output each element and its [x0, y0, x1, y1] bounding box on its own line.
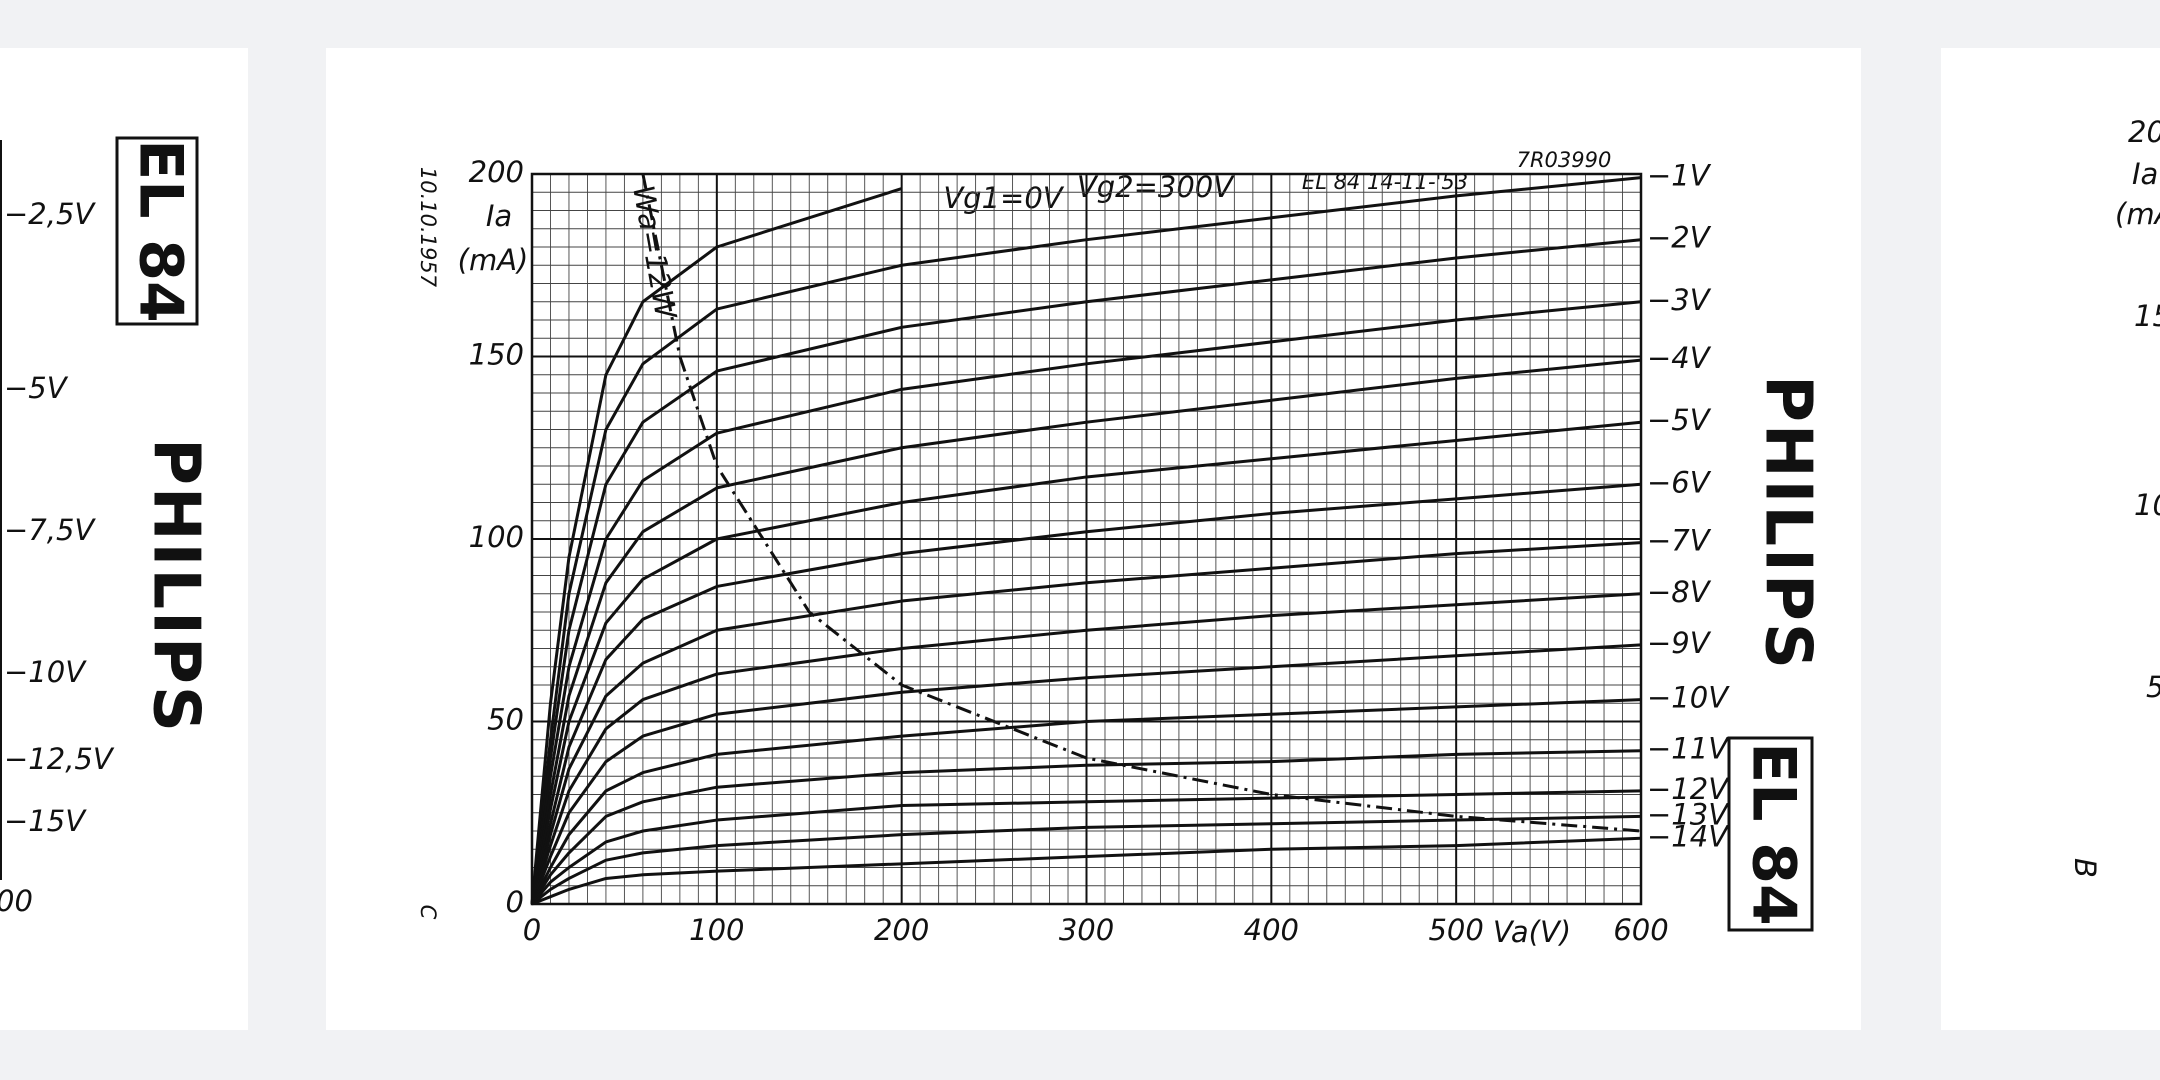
brand: PHILIPS: [1750, 375, 1824, 671]
curve: [530, 358, 1642, 905]
x-tick-label: 0: [523, 913, 541, 947]
right-label: B: [2068, 858, 2102, 878]
x-tick-label: 300: [1059, 913, 1114, 947]
curve: [531, 814, 1642, 906]
curve-label: −7V: [1647, 524, 1712, 558]
curve: [530, 238, 1642, 905]
left-scale-label: −15V: [4, 804, 87, 838]
curve: [530, 541, 1642, 905]
plot-frame: [530, 172, 1643, 906]
y-tick-label: 0: [506, 885, 524, 919]
curve-label: −11V: [1647, 732, 1730, 766]
curve-label: −12V: [1647, 772, 1730, 806]
curve-label: −14V: [1647, 819, 1730, 853]
curve: [530, 749, 1642, 905]
y-axis-label: Ia: [486, 199, 512, 233]
curve: [530, 176, 1642, 905]
y-tick-label: 50: [487, 703, 524, 737]
x-tick-label: 600: [1613, 913, 1668, 947]
annotation: Vg2=300V: [1077, 170, 1235, 204]
right-page: [1941, 48, 2160, 1030]
tube-box: [1727, 736, 1814, 932]
curve-label: −4V: [1647, 341, 1712, 375]
left-page: [0, 48, 248, 1030]
left-scale-label: −2,5V: [4, 197, 96, 231]
curve: [530, 789, 1642, 905]
y-tick-label: 100: [469, 520, 524, 554]
curve: [530, 187, 903, 905]
tube-label: EL 84: [1738, 742, 1808, 926]
curve: [530, 300, 1642, 905]
page-mark: C: [416, 905, 440, 920]
curve-label: −5V: [1647, 403, 1712, 437]
right-label: Ia: [2132, 157, 2158, 191]
curve: [530, 482, 1642, 905]
right-label: 10: [2134, 488, 2160, 522]
curve-label: −1V: [1647, 159, 1712, 193]
curve: [530, 643, 1642, 905]
left-scale-label: −7,5V: [4, 513, 96, 547]
curve: [641, 173, 1642, 833]
left-scale-label: −10V: [4, 655, 87, 689]
x-tick-label: 200: [874, 913, 929, 947]
x-tick-label: 500: [1428, 913, 1483, 947]
annotation: Vg1=0V: [943, 181, 1064, 215]
curve-label: −6V: [1647, 465, 1712, 499]
y-tick-label: 150: [469, 338, 524, 372]
y-tick-label: 200: [469, 155, 524, 189]
x-tick-label: 100: [689, 913, 744, 947]
date-stamp: 10.10.1957: [416, 167, 440, 288]
left-scale-label: −12,5V: [4, 742, 115, 776]
tube-label: EL 84: [125, 139, 195, 323]
x-axis-label: Va(V): [1493, 915, 1571, 949]
tube-box: [115, 136, 199, 326]
curve: [530, 592, 1642, 905]
brand: PHILIPS: [138, 438, 212, 734]
curve-label: −9V: [1647, 626, 1712, 660]
curve: [530, 698, 1642, 905]
right-label: 15: [2134, 299, 2160, 333]
curve-label: −8V: [1647, 575, 1712, 609]
curve-label: −10V: [1647, 681, 1730, 715]
x-tick-label: 400: [1244, 913, 1299, 947]
right-label: 5: [2146, 670, 2160, 704]
y-axis-unit: (mA): [458, 243, 529, 277]
curve-label: −13V: [1647, 797, 1730, 831]
annotation: 7R03990: [1517, 148, 1612, 172]
right-label: (mA: [2115, 197, 2160, 231]
curve: [530, 420, 1642, 905]
curve: [531, 836, 1642, 906]
curve-label: −2V: [1647, 221, 1712, 255]
curve-label: −3V: [1647, 283, 1712, 317]
right-label: 20: [2128, 115, 2160, 149]
left-axis-end: 00: [0, 884, 33, 918]
left-scale-label: −5V: [4, 371, 69, 405]
